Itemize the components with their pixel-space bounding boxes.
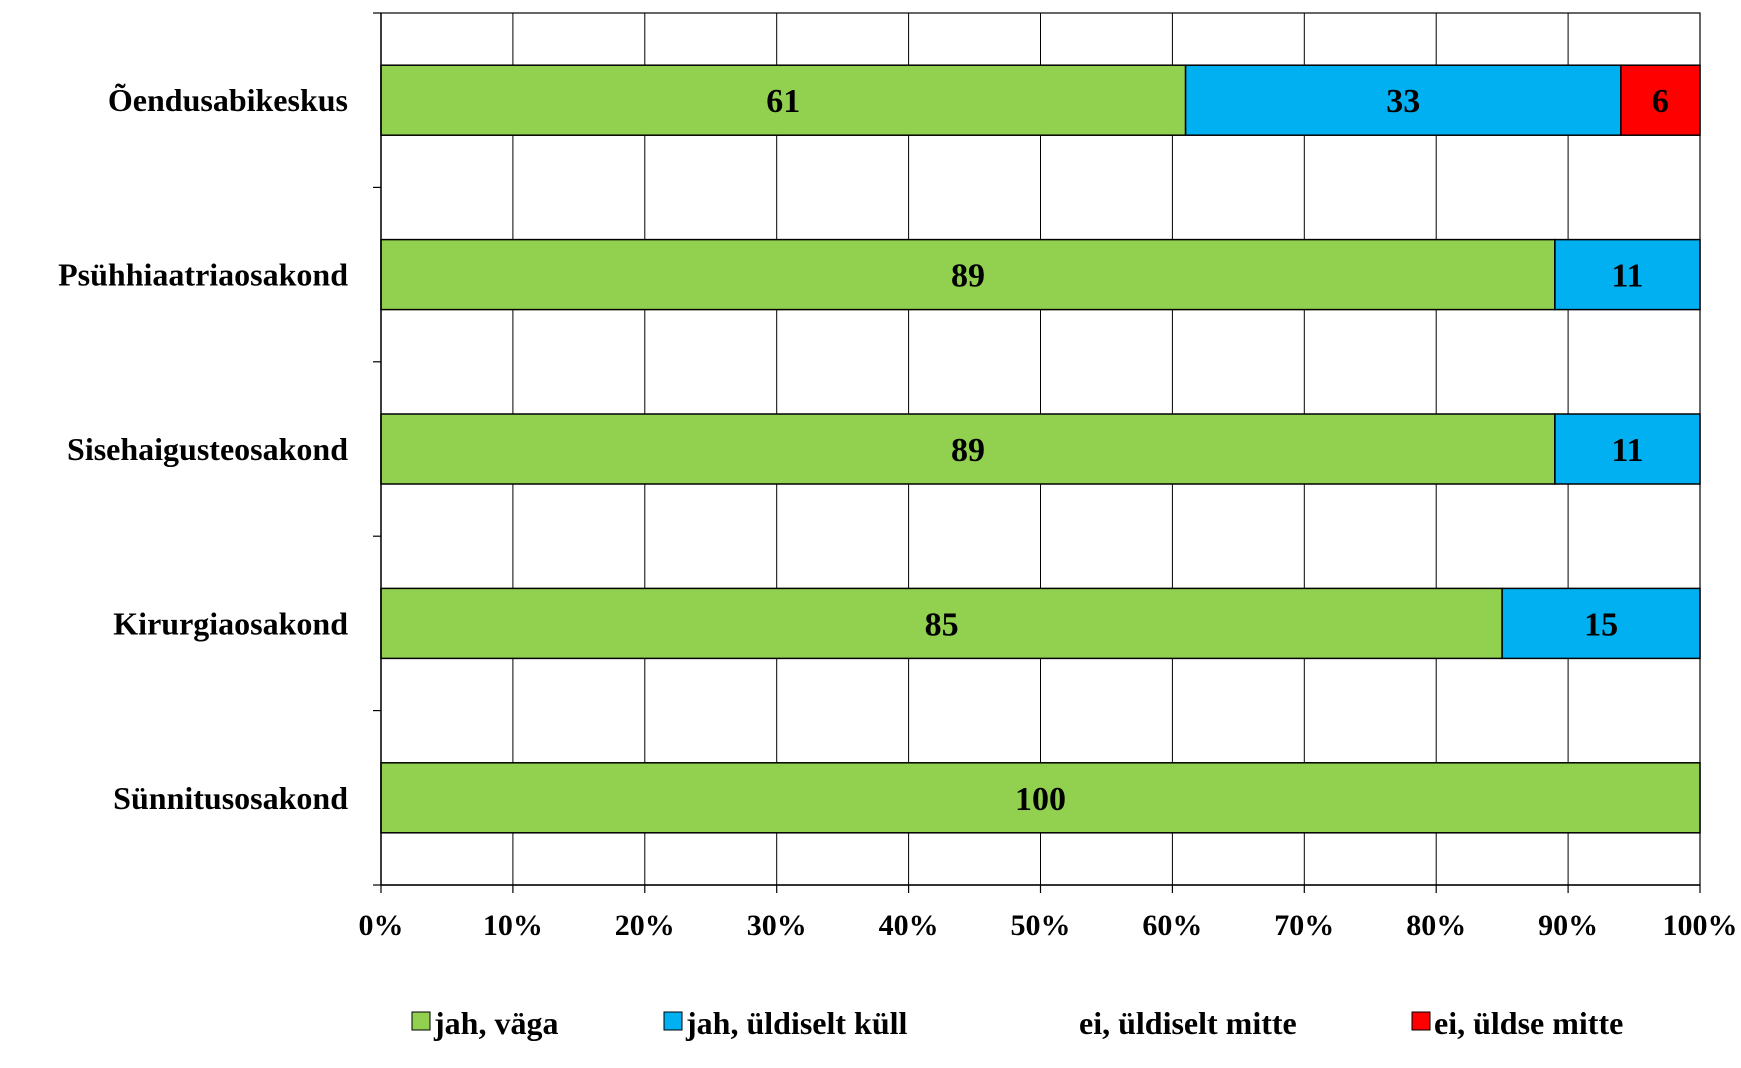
data-label: 6 [1652,83,1669,120]
axes [373,12,1701,893]
bar-segment [1620,64,1701,136]
legend-label: jah, väga [433,1005,558,1041]
bar-segment [1554,413,1701,485]
x-tick-labels: 0% 10% 20% 30% 40% 50% 60% 70% 80% 90% 100% [359,909,1738,942]
legend-swatch [1411,1011,1431,1031]
legend-swatch [663,1011,683,1031]
x-tick-label: 20% [615,909,675,942]
legend-label: ei, üldse mitte [1434,1005,1623,1041]
bar-segment [1554,238,1701,311]
bar-segment [1501,587,1701,660]
data-label: 100 [1015,781,1066,818]
x-tick-label: 80% [1406,909,1466,942]
x-tick-label: 0% [359,909,404,942]
category-label: Sisehaigusteosakond [67,431,348,467]
x-tick-label: 100% [1663,909,1738,942]
data-label: 89 [951,432,985,469]
bar-segment [380,64,1187,136]
legend-swatch [411,1011,431,1031]
data-label: 89 [951,258,985,295]
x-tick-label: 40% [879,909,939,942]
x-tick-label: 60% [1142,909,1202,942]
bars: 61 33 6 89 11 89 11 85 15 100 [380,64,1701,834]
x-tick-label: 30% [747,909,807,942]
x-tick-label: 70% [1274,909,1334,942]
bar-segment [1184,64,1622,136]
x-tick-label: 10% [483,909,543,942]
legend-swatch [1057,1012,1075,1030]
bar-segment [380,413,1556,485]
bar-segment [380,587,1503,660]
bar-segment [380,762,1701,834]
data-label: 11 [1611,432,1643,469]
x-tick-label: 90% [1538,909,1598,942]
data-label: 33 [1386,83,1420,120]
legend-label: ei, üldiselt mitte [1079,1005,1297,1041]
data-label: 61 [766,83,800,120]
data-label: 11 [1611,258,1643,295]
category-label: Kirurgiaosakond [113,605,348,641]
category-label: Sünnitusosakond [113,780,348,816]
data-label: 85 [925,606,959,643]
x-tick-label: 50% [1011,909,1071,942]
legend: jah, väga jah, üldiselt küll ei, üldiselt … [411,1005,1623,1041]
legend-label: jah, üldiselt küll [685,1005,908,1041]
category-label: Õendusabikeskus [108,82,348,118]
category-label: Psühhiaatriaosakond [58,257,348,293]
data-label: 15 [1584,606,1618,643]
category-labels: Õendusabikeskus Psühhiaatriaosakond Siseha… [58,82,348,816]
